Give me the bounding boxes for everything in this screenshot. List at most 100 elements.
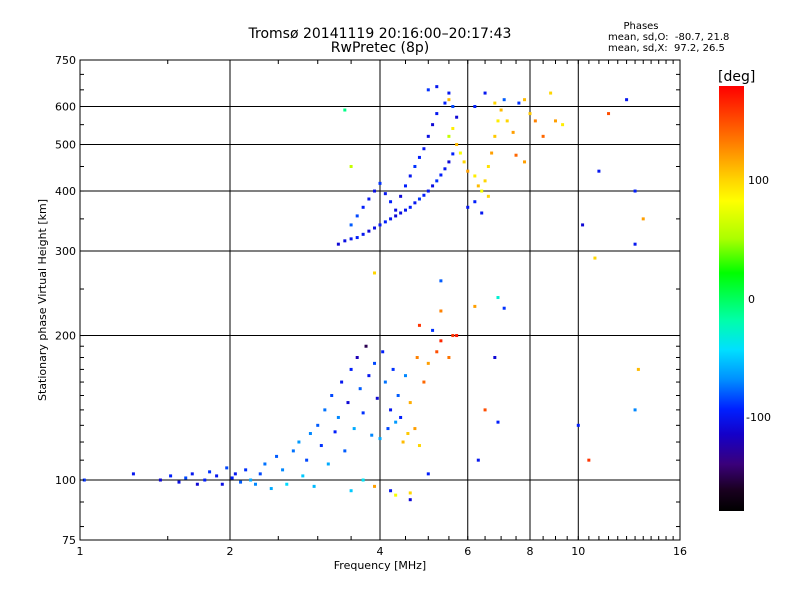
data-point (389, 217, 393, 221)
data-point (263, 462, 267, 466)
data-point (336, 242, 340, 246)
data-point (308, 432, 312, 436)
data-point (439, 173, 443, 177)
data-point (633, 242, 637, 246)
y-tick-label: 100 (55, 474, 76, 487)
data-point (455, 143, 459, 147)
data-point (391, 367, 395, 371)
data-point (511, 130, 515, 134)
data-point (451, 126, 455, 130)
data-point (239, 480, 243, 484)
data-point (82, 478, 86, 482)
data-point (195, 482, 199, 486)
data-point (426, 361, 430, 365)
data-point (408, 174, 412, 178)
data-point (169, 474, 173, 478)
data-point (378, 437, 382, 441)
data-point (641, 217, 645, 221)
data-point (496, 119, 500, 123)
data-point (281, 468, 285, 472)
data-point (439, 279, 443, 283)
data-point (131, 472, 135, 476)
data-point (426, 88, 430, 92)
data-point (451, 334, 455, 338)
data-point (297, 440, 301, 444)
data-point (476, 458, 480, 462)
x-tick-label: 6 (464, 545, 471, 558)
data-point (220, 482, 224, 486)
data-point (480, 189, 484, 193)
data-point (203, 478, 207, 482)
data-point (447, 98, 451, 102)
data-point (373, 484, 377, 488)
data-point (625, 98, 629, 102)
data-point (244, 468, 248, 472)
y-tick-label: 750 (55, 54, 76, 67)
data-point (305, 458, 309, 462)
data-point (523, 98, 527, 102)
data-point (636, 367, 640, 371)
data-point (291, 449, 295, 453)
data-point (422, 147, 426, 151)
data-point (483, 91, 487, 95)
data-point (367, 197, 371, 201)
data-point (431, 328, 435, 332)
data-point (383, 380, 387, 384)
data-point (367, 229, 371, 233)
data-point (389, 200, 393, 204)
data-point (403, 208, 407, 212)
data-point (285, 482, 289, 486)
data-point (439, 309, 443, 313)
data-point (389, 408, 393, 412)
data-point (190, 472, 194, 476)
data-point (367, 374, 371, 378)
data-point (514, 153, 518, 157)
data-point (373, 361, 377, 365)
data-point (502, 98, 506, 102)
y-tick-label: 600 (55, 101, 76, 114)
data-point (466, 205, 470, 209)
data-point (312, 484, 316, 488)
chart-title: Tromsø 20141119 20:16:00–20:17:43 (248, 26, 512, 42)
data-point (352, 427, 356, 431)
data-point (493, 101, 497, 105)
data-point (378, 181, 382, 185)
data-point (523, 160, 527, 164)
data-point (343, 239, 347, 243)
chart-subtitle: RwPretec (8p) (330, 40, 430, 56)
data-point (435, 350, 439, 354)
data-point (394, 493, 398, 497)
data-point (499, 108, 503, 112)
data-point (496, 296, 500, 300)
data-point (417, 197, 421, 201)
grid-lines (80, 60, 680, 540)
phase-colorbar (719, 86, 744, 511)
data-point (486, 164, 490, 168)
data-point (396, 394, 400, 398)
colorbar-tick-label: -100 (746, 410, 771, 424)
data-point (435, 179, 439, 183)
data-point (340, 380, 344, 384)
data-point (349, 164, 353, 168)
data-point (301, 474, 305, 478)
data-point (496, 420, 500, 424)
data-point (394, 208, 398, 212)
y-axis-label: Stationary phase Virtual Height [km] (36, 199, 49, 401)
data-point (375, 396, 379, 400)
data-point (349, 489, 353, 493)
data-point (389, 489, 393, 493)
data-point (483, 408, 487, 412)
data-point (576, 423, 580, 427)
data-point (361, 232, 365, 236)
data-point (431, 184, 435, 188)
data-point (258, 472, 262, 476)
data-point (323, 408, 327, 412)
data-point (361, 411, 365, 415)
data-point (383, 192, 387, 196)
data-point (355, 236, 359, 240)
data-point (383, 220, 387, 224)
data-point (394, 420, 398, 424)
data-point (455, 115, 459, 119)
data-point (343, 449, 347, 453)
